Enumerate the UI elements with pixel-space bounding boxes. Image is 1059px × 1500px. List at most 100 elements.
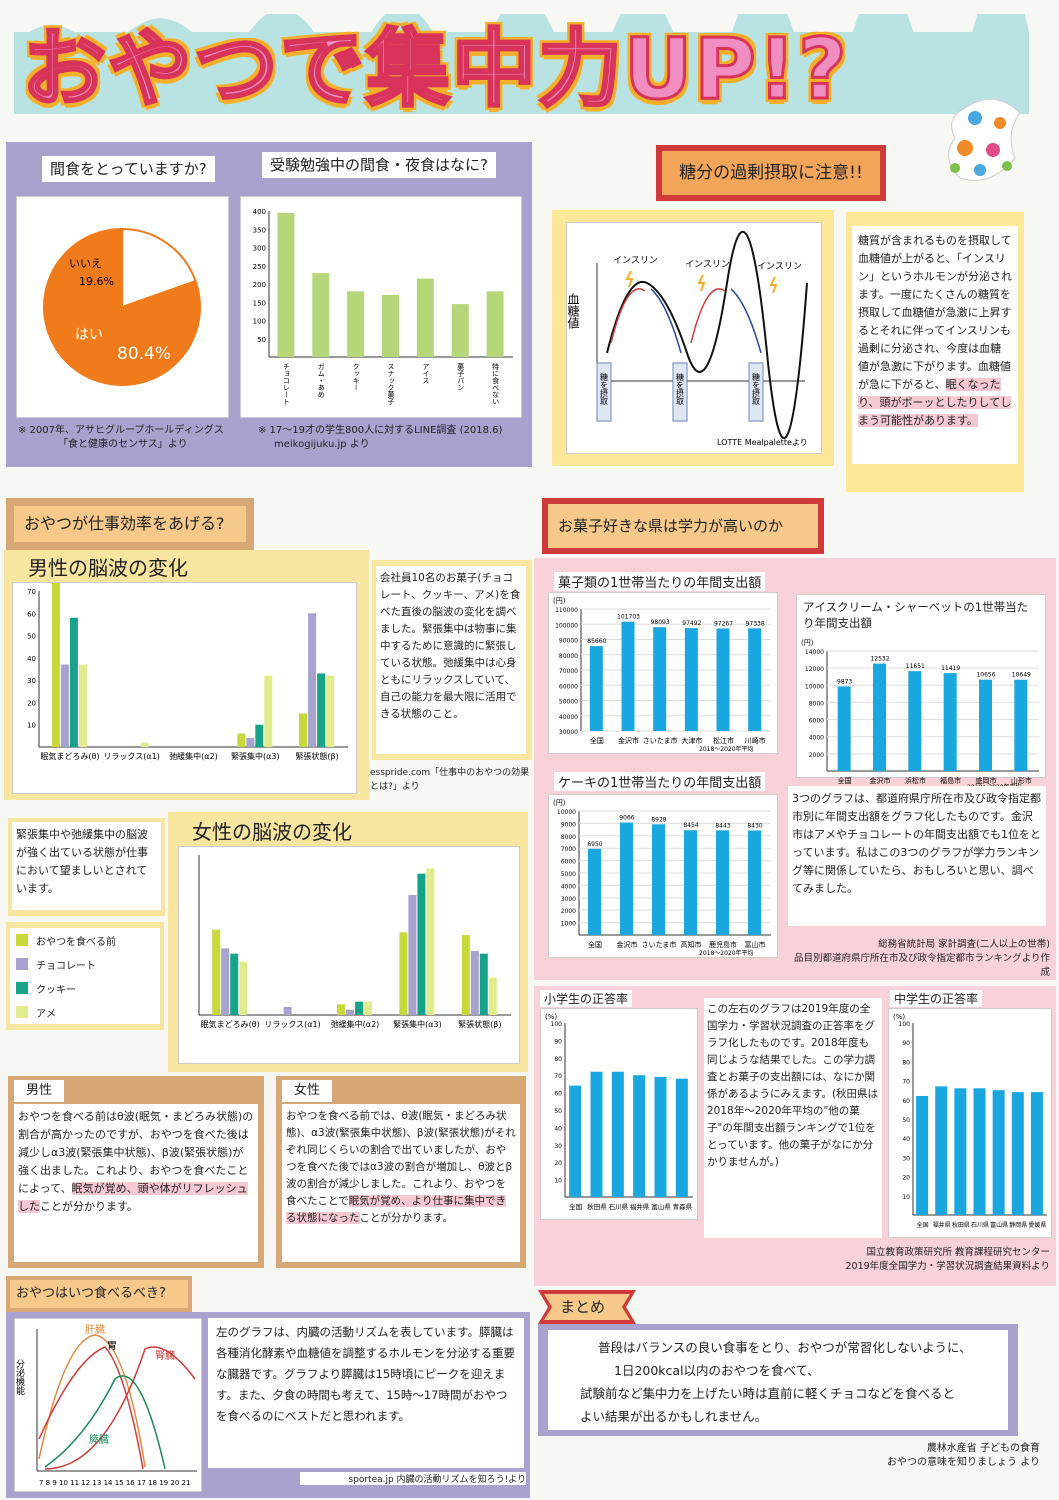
bar <box>355 1001 363 1015</box>
male-result-text: おやつを食べる前はθ波(眠気・まどろみ状態)の割合が高かったのですが、おやつを食… <box>18 1110 254 1195</box>
x-tick-label: 弛緩集中(α2) <box>331 1019 380 1029</box>
data-label: 8928 <box>651 816 666 823</box>
data-label: 11651 <box>906 663 925 670</box>
y-tick-label: 100 <box>551 1021 563 1028</box>
data-label: 8430 <box>747 822 762 829</box>
snack-bar-chart: 50 100 150 200 250 300 350 400 チョコレート ガム・あめ クッキー スナ… <box>253 208 513 405</box>
title-band <box>14 32 1029 114</box>
bar <box>382 294 399 357</box>
y-tick-label: 4000 <box>809 735 824 742</box>
data-label: 97338 <box>746 620 765 627</box>
score-note: この左右のグラフは2019年度の全国学力・学習状況調査の正答率をグラフ化したもの… <box>704 998 882 1238</box>
y-tick-label: 70000 <box>559 668 578 675</box>
bar <box>221 948 230 1015</box>
bar <box>837 686 851 771</box>
y-tick-label: 70 <box>27 588 36 596</box>
legend-item: おやつを食べる前 <box>10 928 160 952</box>
data-label: 101703 <box>617 614 640 621</box>
y-tick-label: 8000 <box>561 834 576 841</box>
x-tick-label: 富山県 <box>990 1221 1008 1229</box>
stomach-curve <box>38 1346 144 1470</box>
x-tick-label: 金沢市 <box>870 776 891 785</box>
data-label: 12532 <box>870 656 889 663</box>
legend-item: チョコレート <box>10 952 160 976</box>
summary-source-line1: 農林水産省 子どもの食育 <box>926 1443 1040 1454</box>
y-tick-label: 10 <box>27 722 36 730</box>
bar <box>470 951 479 1015</box>
period-label: 2018〜2020年平均 <box>699 745 754 753</box>
bar <box>308 613 317 747</box>
y-tick-label: 90 <box>902 1040 910 1047</box>
summary-tag: まとめ <box>560 1298 606 1316</box>
organ-chart-card: 分泌機能 肝臓 胃 腎臓 膵臓 7 8 9 10 11 12 13 14 15 … <box>14 1318 202 1492</box>
y-tick-label: 90000 <box>559 638 578 645</box>
bar <box>979 679 992 771</box>
y-tick-label: 40 <box>902 1136 910 1143</box>
sweets-tag: お菓子好きな県は学力が高いのか <box>548 504 818 548</box>
sweets-note: 3つのグラフは、都道府県庁所在市及び政令指定都市別に年間支出額をグラフ化したもの… <box>788 786 1046 926</box>
x-tick-label: 福井県 <box>630 1202 650 1211</box>
y-tick-label: 350 <box>253 226 266 234</box>
x-tick-label: さいたま市 <box>642 940 677 949</box>
y-tick-label: 40000 <box>559 714 578 721</box>
x-tick-label: ガム・あめ <box>317 363 325 398</box>
y-tick-label: 50000 <box>559 699 578 706</box>
y-tick-label: 50 <box>27 633 36 641</box>
y-tick-label: 12000 <box>805 666 824 673</box>
x-tick-label: 盛岡市 <box>976 776 997 785</box>
legend-label: クッキー <box>36 984 76 996</box>
x-tick-label: 富山市 <box>745 940 766 949</box>
pie-label-no-pct: 19.6% <box>79 275 114 288</box>
x-tick-label: 秋田県 <box>952 1221 970 1229</box>
x-tick-label: 弛緩集中(α2) <box>169 751 218 761</box>
y-tick-label: 30 <box>554 1143 562 1150</box>
sweets-chart3-card: 1000 2000 3000 4000 5000 6000 7000 8000 9000 1000… <box>548 794 778 958</box>
y-tick-label: 150 <box>253 299 266 307</box>
score-source: 国立教育政策研究所 教育課程研究センター 2019年度全国学力・学習状況調査結果… <box>780 1246 1051 1274</box>
female-result: おやつを食べる前では、θ波(眠気・まどろみ状態)、α3波(緊張集中状態)、β波(… <box>282 1104 520 1262</box>
y-tick-label: 14000 <box>805 649 824 656</box>
legend-swatch <box>16 982 28 994</box>
y-tick-label: 10 <box>554 1178 562 1185</box>
unit-label: (%) <box>893 1013 905 1021</box>
bar <box>283 1007 292 1015</box>
middle-score-chart: 10 20 30 40 50 60 70 80 90 100 全国 福井県 秋田県 石川県 富山県 静岡県 愛媛… <box>893 1013 1047 1229</box>
bar-chart-title: 受験勉強中の間食・夜食はなに? <box>262 152 496 178</box>
x-tick-label: チョコレート <box>282 363 290 405</box>
bar <box>569 1085 582 1197</box>
sugar-source: LOTTE Mealpaletteより <box>717 438 808 447</box>
x-tick-label: 金沢市 <box>617 940 638 949</box>
bar <box>78 664 87 747</box>
summary-line3: 試験前など集中力を上げたい時は直前に軽くチョコなどを食べると <box>580 1386 956 1401</box>
pie-source-line2: 「食と健康のセンサス」より <box>58 439 188 450</box>
ice-cream-spending-chart: 2000 4000 6000 8000 10000 12000 14000 9873 12532… <box>801 639 1039 791</box>
bar <box>1014 679 1028 771</box>
mid-score-title: 中学生の正答率 <box>890 990 983 1007</box>
bar <box>417 873 426 1015</box>
liver-curve <box>38 1334 146 1468</box>
data-label: 8454 <box>683 822 698 829</box>
bar <box>399 932 408 1015</box>
summary-source-line2: おやつの意味を知りましょう より <box>887 1457 1040 1468</box>
male-brainwave-chart: 10 20 30 40 50 60 70 眠気まどろみ(θ) リラックス(α1) 弛緩集中(α2)… <box>27 582 348 761</box>
sweets-source-line2: 品目別都道府県庁所在市及び政令指定都市ランキングより作成 <box>793 953 1050 978</box>
y-tick-label: 100000 <box>555 622 578 629</box>
bar <box>954 1088 967 1215</box>
bar <box>312 273 330 357</box>
bar <box>237 733 246 747</box>
legend-label: おやつを食べる前 <box>36 936 116 948</box>
y-tick-label: 50 <box>554 1108 562 1115</box>
legend-label: アメ <box>36 1008 56 1020</box>
data-label: 6950 <box>587 841 602 848</box>
sugar-note-text: 糖質が含まれるものを摂取して血糖値が上がると、「インスリン」というホルモンが分泌… <box>858 234 1012 391</box>
y-tick-label: 2000 <box>809 752 824 759</box>
data-label: 11419 <box>941 665 960 672</box>
sweets-chart2-title: アイスクリーム・シャーベットの1世帯当たり年間支出額 <box>803 600 1029 630</box>
data-label: 10656 <box>976 672 995 679</box>
y-tick-label: 70 <box>902 1079 910 1086</box>
bar <box>973 1088 986 1215</box>
sweets-source: 総務省統計局 家計調査(二人以上の世帯) 品目別都道府県庁所在市及び政令指定都市… <box>788 938 1050 980</box>
data-label: 9873 <box>837 678 852 685</box>
y-tick-label: 300 <box>253 245 266 253</box>
y-tick-label: 80 <box>554 1056 562 1063</box>
